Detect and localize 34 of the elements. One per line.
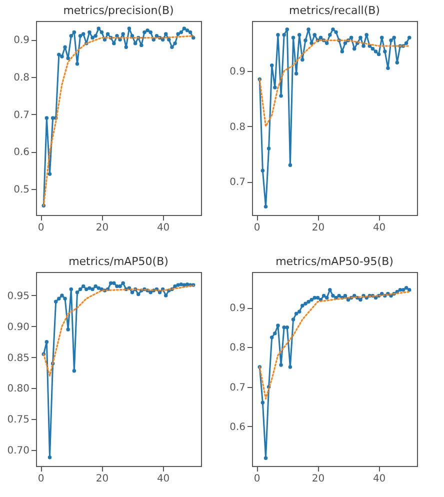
y-tick-label: 0.75 [7,414,30,426]
x-tick-label: 20 [96,222,109,234]
y-tick-label: 0.9 [14,35,30,46]
x-tick-label: 0 [38,474,44,484]
chart-title: metrics/precision(B) [63,4,174,17]
x-tick-label: 20 [312,222,325,234]
y-tick-label: 0.7 [230,177,246,188]
x-tick-label: 40 [372,474,386,484]
y-tick-label: 0.70 [7,445,30,456]
y-tick-label: 0.6 [14,147,30,158]
x-tick-label: 40 [156,222,170,234]
x-tick-label: 40 [372,222,386,234]
chart-title: metrics/recall(B) [289,4,380,17]
x-tick-label: 20 [312,474,325,484]
chart-title: metrics/mAP50-95(B) [276,255,394,268]
y-tick-label: 0.9 [230,66,246,78]
y-tick-label: 0.7 [230,382,246,394]
y-tick-label: 0.5 [14,184,30,196]
x-tick-label: 40 [156,474,170,484]
y-tick-label: 0.8 [230,122,246,133]
x-tick-label: 20 [96,474,109,484]
y-tick-label: 0.80 [7,384,30,395]
x-tick-label: 0 [254,474,260,484]
chart-title: metrics/mAP50(B) [68,255,168,268]
y-tick-label: 0.8 [230,342,246,354]
x-tick-label: 0 [38,222,44,234]
y-tick-label: 0.8 [14,72,30,84]
y-tick-label: 0.90 [7,322,30,333]
y-tick-label: 0.95 [7,290,30,302]
y-tick-label: 0.85 [7,352,30,364]
y-tick-label: 0.6 [230,422,246,433]
x-tick-label: 0 [254,222,260,234]
y-tick-label: 0.7 [14,110,30,121]
y-tick-label: 0.9 [230,303,246,314]
